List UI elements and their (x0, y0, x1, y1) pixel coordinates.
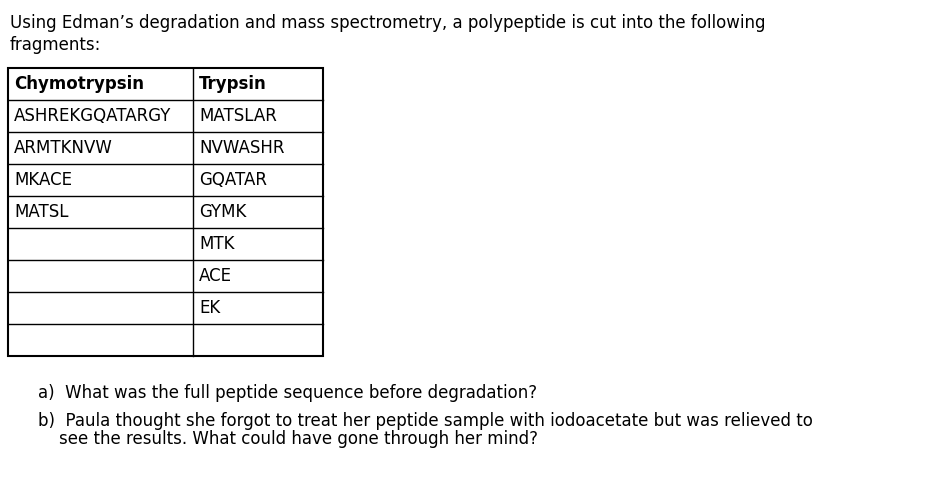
Text: Chymotrypsin: Chymotrypsin (14, 75, 144, 93)
Text: Trypsin: Trypsin (199, 75, 266, 93)
Text: GYMK: GYMK (199, 203, 247, 221)
Text: MKACE: MKACE (14, 171, 72, 189)
Text: MATSLAR: MATSLAR (199, 107, 277, 125)
Text: b)  Paula thought she forgot to treat her peptide sample with iodoacetate but wa: b) Paula thought she forgot to treat her… (38, 412, 813, 430)
Text: see the results. What could have gone through her mind?: see the results. What could have gone th… (38, 430, 538, 448)
Text: GQATAR: GQATAR (199, 171, 267, 189)
Text: MATSL: MATSL (14, 203, 69, 221)
Text: EK: EK (199, 299, 220, 317)
Text: Using Edman’s degradation and mass spectrometry, a polypeptide is cut into the f: Using Edman’s degradation and mass spect… (10, 14, 765, 32)
Text: NVWASHR: NVWASHR (199, 139, 284, 157)
Text: MTK: MTK (199, 235, 234, 253)
Text: ARMTKNVW: ARMTKNVW (14, 139, 113, 157)
Bar (8, 68, 323, 356)
Text: ASHREKGQATARGY: ASHREKGQATARGY (14, 107, 171, 125)
Text: a)  What was the full peptide sequence before degradation?: a) What was the full peptide sequence be… (38, 384, 537, 402)
Text: ACE: ACE (199, 267, 232, 285)
Text: fragments:: fragments: (10, 36, 102, 54)
